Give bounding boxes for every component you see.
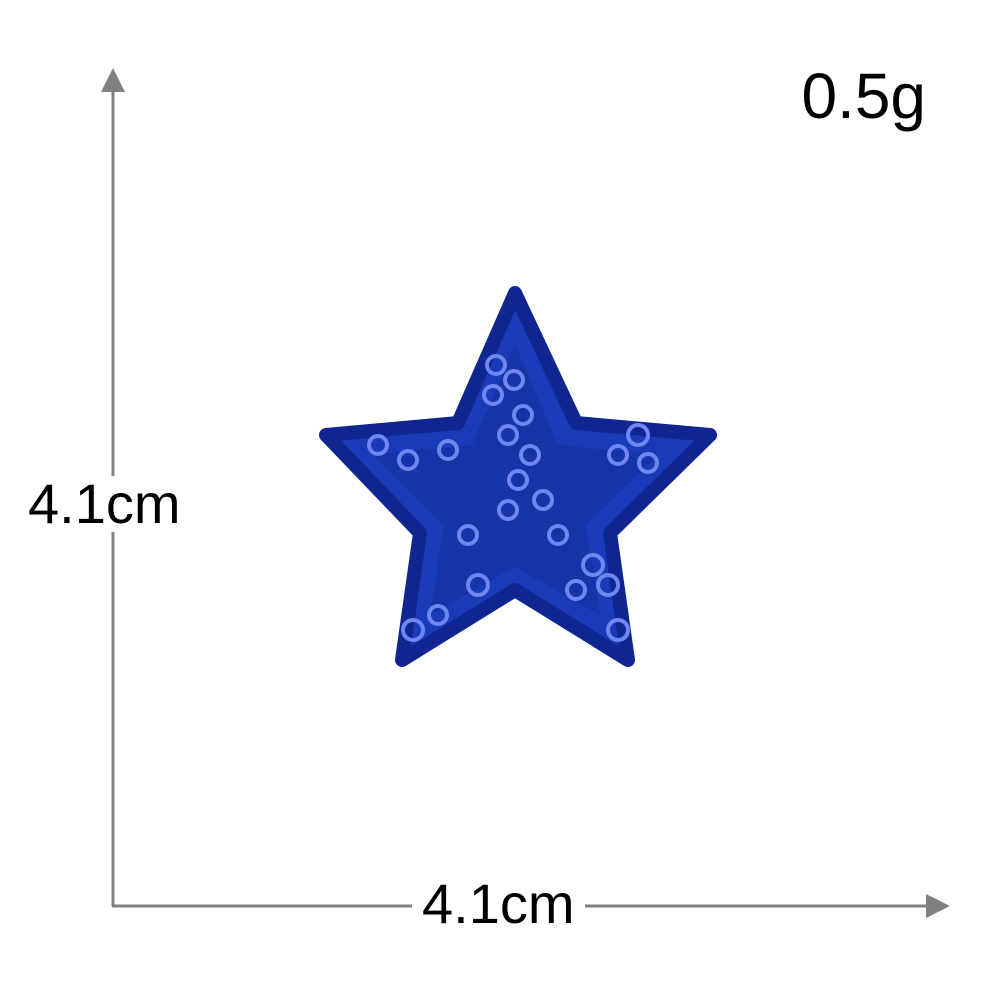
horizontal-axis-arrowhead — [926, 894, 950, 918]
sequin-star-patch-image — [319, 286, 717, 667]
sequin-dots — [367, 354, 659, 642]
width-dimension-label: 4.1cm — [412, 876, 585, 932]
star-inner-shading — [373, 345, 658, 615]
vertical-axis-arrowhead — [101, 68, 125, 92]
weight-label: 0.5g — [801, 60, 926, 132]
height-dimension-label: 4.1cm — [28, 472, 181, 535]
